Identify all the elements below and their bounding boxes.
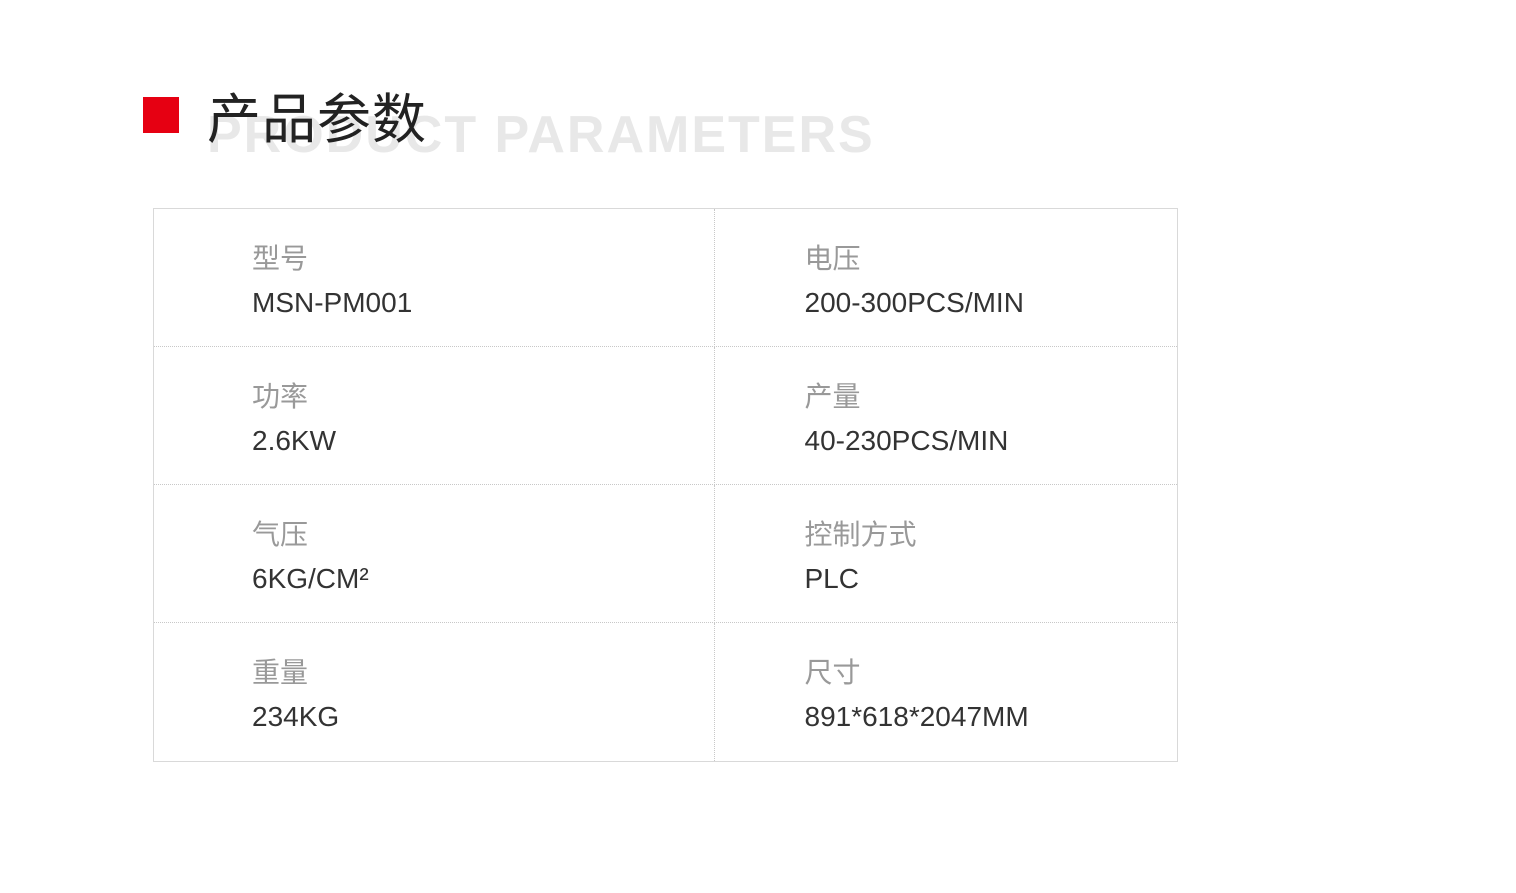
cell-value: MSN-PM001 <box>252 287 715 319</box>
cell-label: 功率 <box>252 375 715 415</box>
table-cell-pressure: 气压 6KG/CM² <box>154 485 715 623</box>
cell-label: 重量 <box>252 651 715 691</box>
table-row: 型号 MSN-PM001 电压 200-300PCS/MIN <box>154 209 1177 347</box>
cell-value: 40-230PCS/MIN <box>805 425 1178 457</box>
table-cell-output: 产量 40-230PCS/MIN <box>715 347 1178 485</box>
table-cell-power: 功率 2.6KW <box>154 347 715 485</box>
cell-label: 产量 <box>805 375 1178 415</box>
cell-label: 型号 <box>252 237 715 277</box>
table-row: 重量 234KG 尺寸 891*618*2047MM <box>154 623 1177 761</box>
cell-value: 6KG/CM² <box>252 563 715 595</box>
table-cell-voltage: 电压 200-300PCS/MIN <box>715 209 1178 347</box>
cell-value: PLC <box>805 563 1178 595</box>
cell-label: 电压 <box>805 237 1178 277</box>
cell-label: 气压 <box>252 513 715 553</box>
cell-label: 尺寸 <box>805 651 1178 691</box>
cell-value: 891*618*2047MM <box>805 701 1178 733</box>
section-header: 产品参数 PRODUCT PARAMETERS <box>143 75 427 154</box>
table-cell-model: 型号 MSN-PM001 <box>154 209 715 347</box>
accent-square-icon <box>143 97 179 133</box>
cell-value: 234KG <box>252 701 715 733</box>
table-cell-weight: 重量 234KG <box>154 623 715 761</box>
header-row: 产品参数 <box>143 75 427 154</box>
title-chinese: 产品参数 <box>207 75 427 154</box>
cell-value: 2.6KW <box>252 425 715 457</box>
cell-value: 200-300PCS/MIN <box>805 287 1178 319</box>
table-cell-control: 控制方式 PLC <box>715 485 1178 623</box>
cell-label: 控制方式 <box>805 513 1178 553</box>
parameters-table: 型号 MSN-PM001 电压 200-300PCS/MIN 功率 2.6KW … <box>153 208 1178 762</box>
table-row: 气压 6KG/CM² 控制方式 PLC <box>154 485 1177 623</box>
table-row: 功率 2.6KW 产量 40-230PCS/MIN <box>154 347 1177 485</box>
table-cell-dimensions: 尺寸 891*618*2047MM <box>715 623 1178 761</box>
